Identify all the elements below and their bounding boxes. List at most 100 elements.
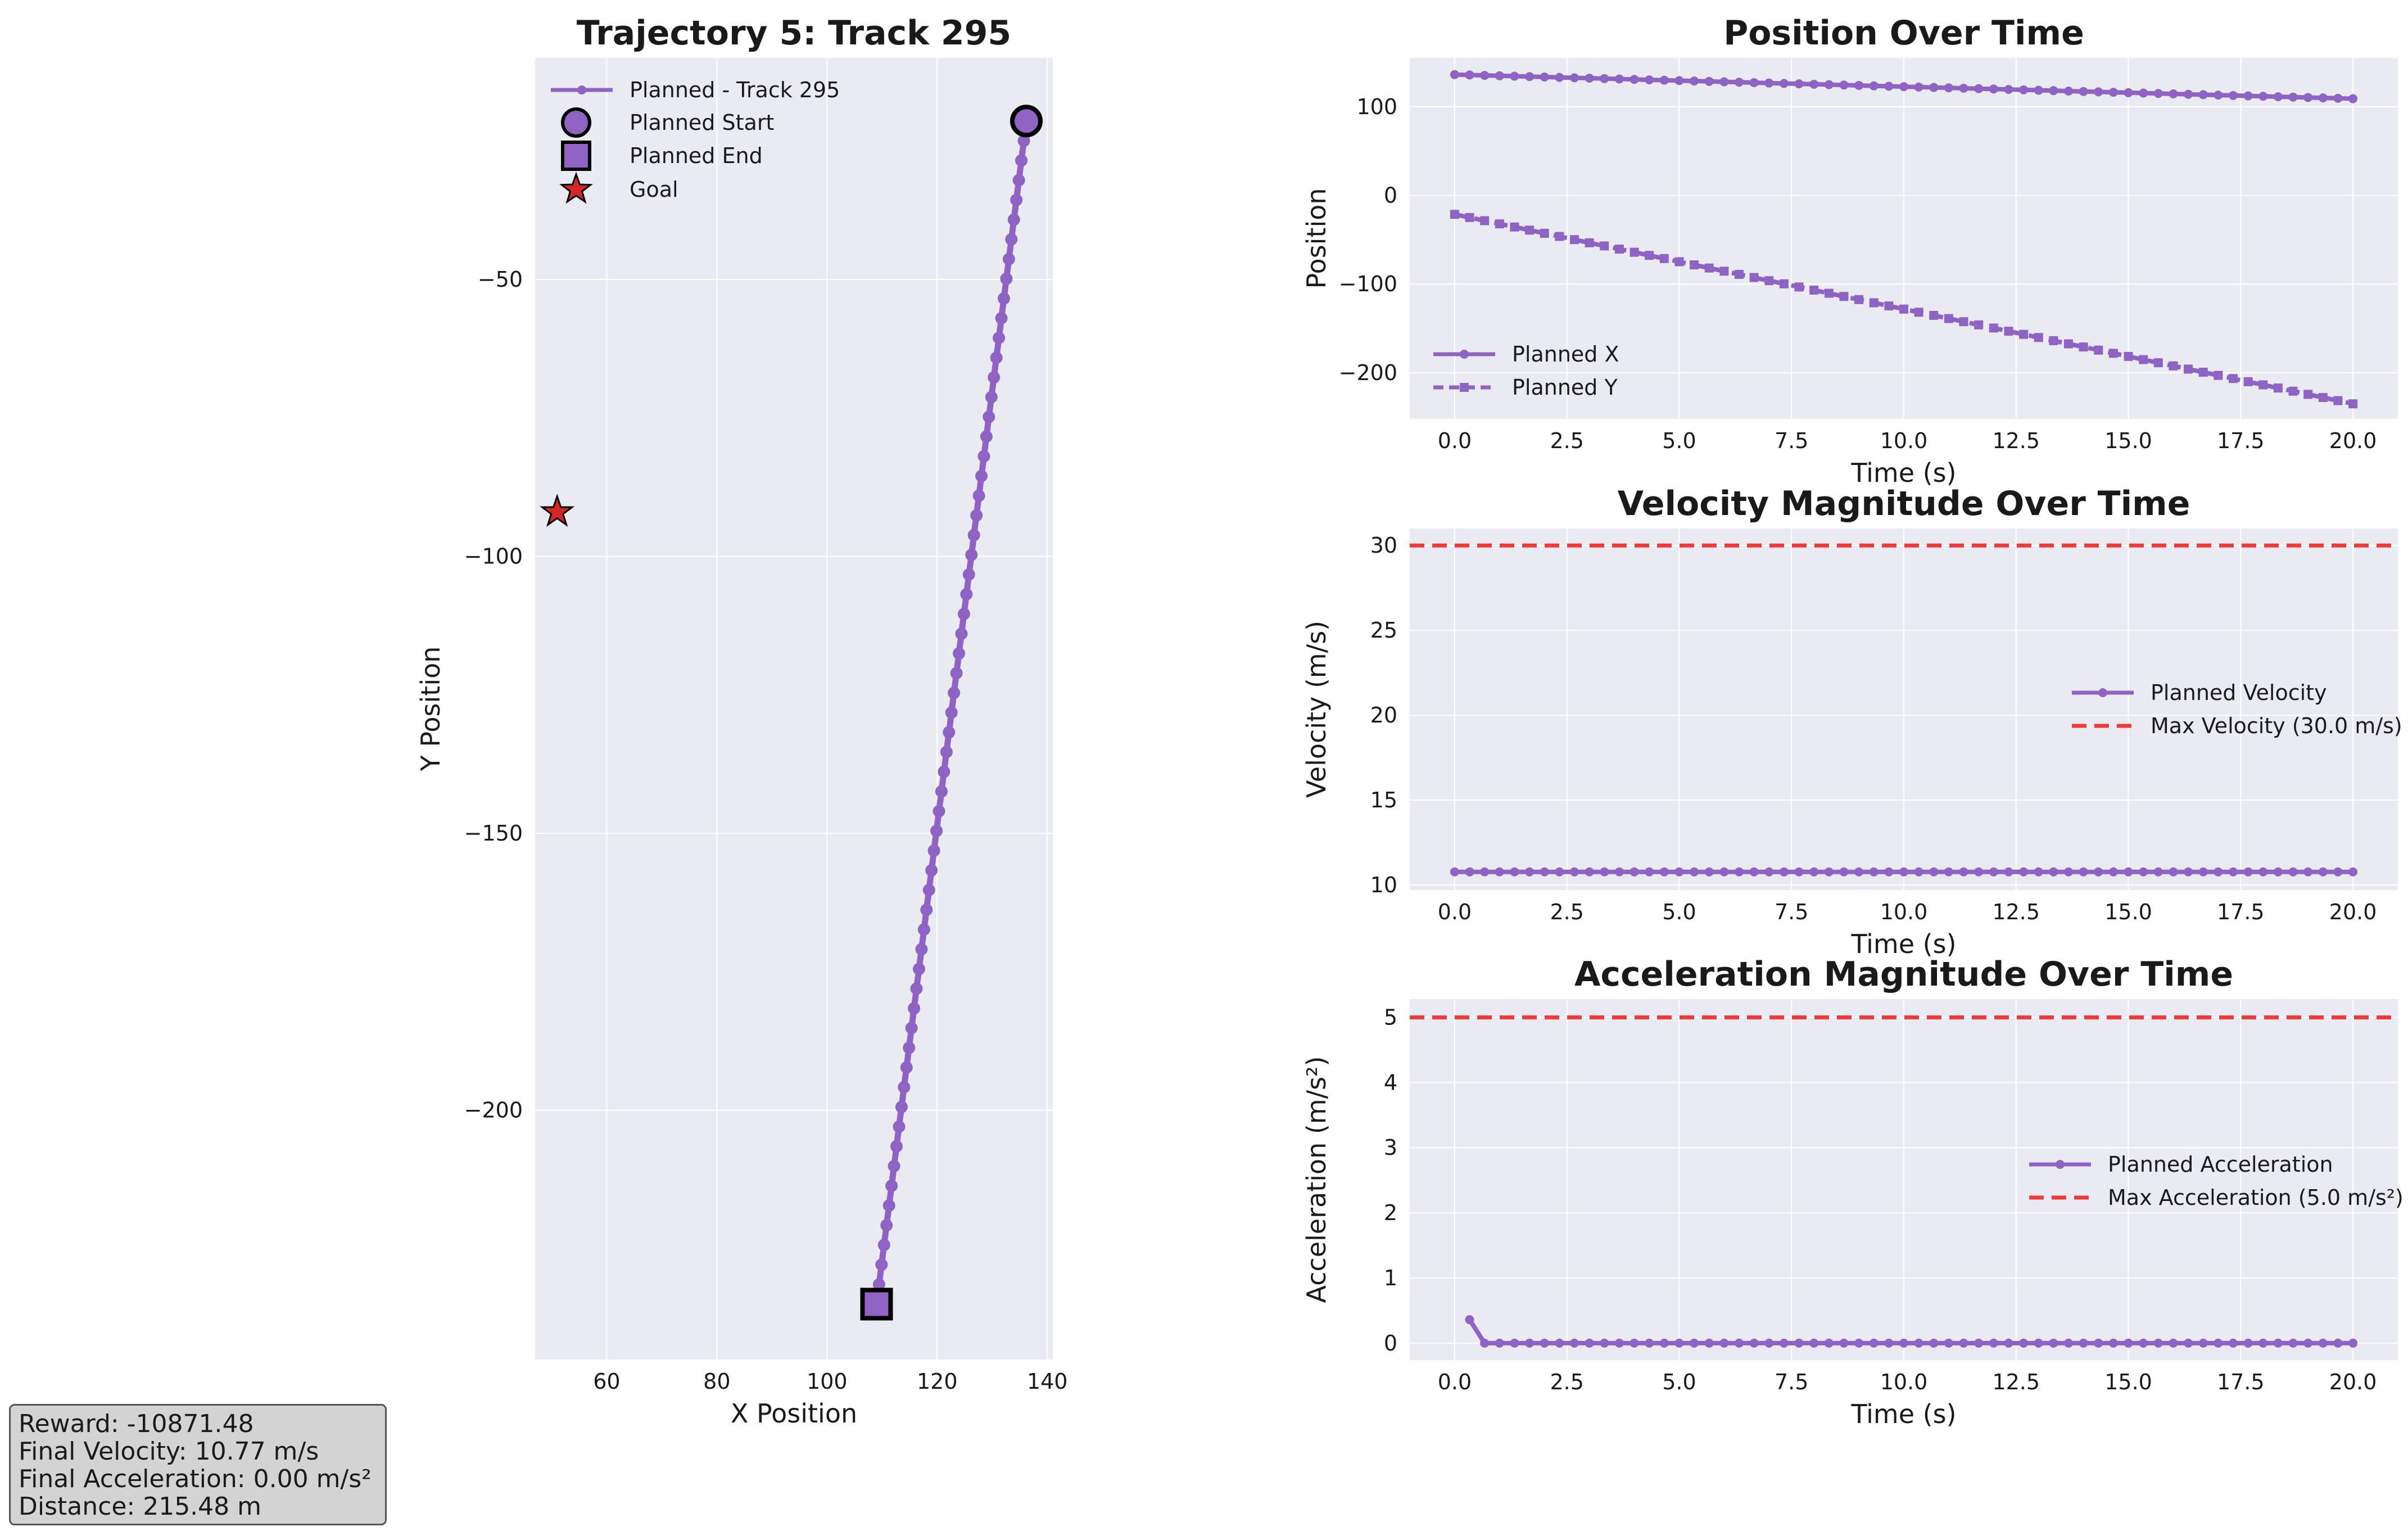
trajectory-point [983, 410, 995, 423]
velocity-point [2079, 867, 2088, 877]
y-axis-label: Y Position [415, 647, 446, 772]
planned-x-point [2318, 93, 2328, 103]
planned-y-point [1555, 232, 1564, 241]
acceleration-point [1899, 1338, 1908, 1348]
velocity-point [2004, 867, 2013, 877]
velocity-point [1510, 867, 1519, 877]
x-tick-label: 15.0 [2104, 900, 2152, 924]
planned-y-point [2303, 390, 2313, 399]
planned-x-point [2288, 92, 2298, 102]
trajectory-point [910, 982, 923, 995]
x-tick-label: 12.5 [1992, 428, 2040, 453]
y-axis-label: Position [1301, 188, 1332, 288]
acceleration-point [1585, 1338, 1594, 1348]
velocity-point [1839, 867, 1849, 877]
y-tick-label: −50 [478, 267, 523, 292]
velocity-point [1854, 867, 1864, 877]
trajectory-point [957, 608, 970, 621]
x-tick-label: 5.0 [1662, 428, 1696, 453]
planned-y-point [1824, 288, 1834, 298]
acceleration-point [1674, 1338, 1684, 1348]
planned-y-point [2229, 374, 2238, 383]
y-tick-label: 0 [1384, 183, 1397, 207]
velocity-point [1570, 867, 1579, 877]
y-tick-label: 10 [1370, 873, 1397, 897]
y-tick-label: 100 [1356, 94, 1397, 119]
planned-x-point [1959, 83, 1968, 93]
velocity-point [2064, 867, 2073, 877]
y-tick-label: −100 [1339, 272, 1397, 296]
y-tick-label: −200 [1339, 360, 1397, 385]
trajectory-point [1015, 154, 1028, 167]
velocity-point [1585, 867, 1594, 877]
velocity-point [1764, 867, 1774, 877]
planned-x-point [2198, 90, 2208, 100]
planned-y-point [2049, 336, 2058, 345]
planned-x-point [2214, 91, 2223, 100]
velocity-point [2034, 867, 2043, 877]
planned-y-point [2079, 342, 2088, 352]
planned-x-point [2019, 85, 2029, 94]
acceleration-point [2184, 1338, 2193, 1348]
x-tick-label: 2.5 [1550, 900, 1583, 924]
y-tick-label: 25 [1370, 618, 1397, 643]
planned-x-point [1974, 84, 1984, 93]
planned-x-point [1854, 80, 1864, 90]
planned-x-point [1674, 76, 1684, 85]
planned-y-point [1914, 308, 1923, 317]
y-tick-label: −150 [464, 821, 523, 846]
velocity-point [1824, 867, 1834, 877]
planned-y-point [1735, 269, 1744, 279]
acceleration-point [1614, 1338, 1624, 1348]
planned-y-point [1854, 295, 1864, 304]
planned-x-point [1735, 78, 1744, 87]
trajectory-point [908, 1002, 921, 1015]
acceleration-point [2243, 1338, 2253, 1348]
planned-y-point [1465, 213, 1474, 222]
trajectory-point [988, 371, 1001, 384]
planned-x-point [2108, 88, 2118, 97]
x-tick-label: 80 [703, 1369, 730, 1394]
velocity-point [2124, 867, 2133, 877]
planned-y-point [1899, 304, 1908, 314]
acceleration-point [1480, 1338, 1490, 1348]
planned-y-point [2004, 327, 2013, 336]
acceleration-point [1540, 1338, 1549, 1348]
x-tick-label: 10.0 [1880, 428, 1928, 453]
acceleration-point [1929, 1338, 1939, 1348]
trajectory-point [888, 1160, 900, 1173]
planned-y-point [1540, 228, 1549, 238]
trajectory-point [880, 1219, 893, 1232]
acceleration-point [2139, 1338, 2148, 1348]
acceleration-point [1600, 1338, 1609, 1348]
planned-x-point [1944, 83, 1953, 93]
x-tick-label: 15.0 [2104, 1370, 2152, 1394]
acceleration-point [1749, 1338, 1759, 1348]
planned-x-point [2169, 89, 2178, 98]
planned-x-point [1495, 71, 1504, 80]
planned-y-point [1585, 238, 1594, 247]
trajectory-point [930, 824, 943, 837]
planned-y-point [2019, 329, 2029, 339]
velocity-point [1914, 867, 1923, 877]
planned-x-point [1585, 74, 1594, 83]
acceleration-point [1854, 1338, 1864, 1348]
planned-y-point [2273, 383, 2283, 393]
velocity-point [2108, 867, 2118, 877]
legend-max-velocity-label: Max Velocity (30.0 m/s) [2151, 713, 2402, 738]
trajectory-point [940, 746, 953, 758]
stats-distance: Distance: 215.48 m [19, 1492, 262, 1521]
planned-y-point [1495, 219, 1504, 229]
planned-x-point [2184, 89, 2193, 99]
planned-x-point [1659, 75, 1669, 85]
legend-planned-velocity-swatch-marker [2098, 688, 2107, 697]
trajectory-point [953, 647, 966, 660]
planned-x-point [1899, 82, 1908, 92]
x-tick-label: 5.0 [1662, 1370, 1696, 1394]
acceleration-point [2303, 1338, 2313, 1348]
planned-y-point [1704, 263, 1714, 273]
x-tick-label: 7.5 [1775, 900, 1808, 924]
legend-planned-x-label: Planned X [1512, 342, 1619, 367]
x-axis-label: X Position [731, 1398, 857, 1429]
planned-y-point [2348, 399, 2358, 409]
